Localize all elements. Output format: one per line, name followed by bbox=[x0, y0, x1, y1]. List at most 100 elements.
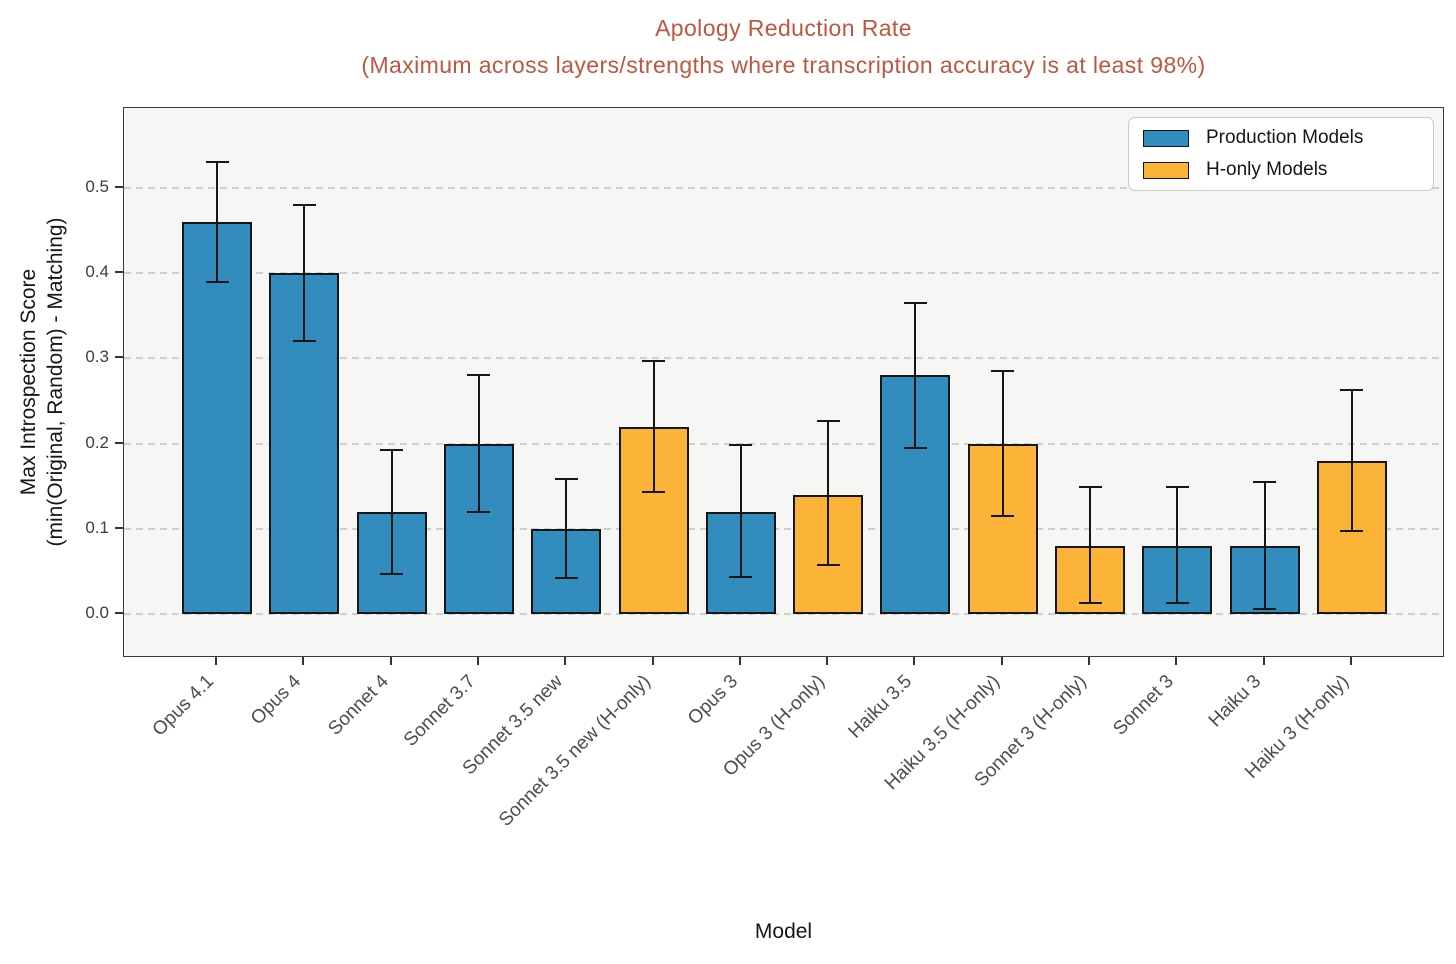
error-bar-cap-bottom bbox=[380, 572, 404, 575]
error-bar bbox=[739, 445, 742, 578]
error-bar bbox=[1089, 487, 1091, 603]
error-bar-cap-top bbox=[729, 444, 753, 447]
y-tick-label: 0.0 bbox=[85, 603, 109, 622]
legend: Production Models H-only Models bbox=[1128, 117, 1434, 191]
x-tick bbox=[215, 657, 217, 665]
x-tick bbox=[1088, 657, 1090, 665]
y-tick-0.2 bbox=[115, 441, 123, 444]
gridline-0.0 bbox=[124, 613, 1443, 615]
error-bar bbox=[1001, 371, 1004, 516]
error-bar-cap-bottom bbox=[467, 510, 491, 513]
x-tick-label: Sonnet 3.7 bbox=[399, 671, 480, 751]
error-bar-cap-bottom bbox=[205, 280, 229, 283]
x-tick-label: Haiku 3.5 bbox=[844, 671, 917, 743]
error-bar-cap-top bbox=[991, 370, 1015, 373]
y-tick-0.0 bbox=[115, 612, 123, 614]
error-bar bbox=[303, 205, 306, 342]
y-tick-0.1 bbox=[115, 526, 123, 529]
x-tick bbox=[1349, 657, 1352, 665]
error-bar bbox=[914, 303, 917, 448]
x-tick bbox=[1262, 657, 1265, 665]
y-tick-0.3 bbox=[115, 356, 123, 359]
error-bar-cap-bottom bbox=[642, 491, 665, 494]
gridline-0.4 bbox=[124, 272, 1443, 275]
error-bar bbox=[652, 360, 655, 493]
error-bar-cap-bottom bbox=[903, 446, 927, 449]
error-bar-cap-top bbox=[554, 478, 578, 481]
y-axis-label-line2: (min(Original, Random) - Matching) bbox=[44, 217, 67, 547]
x-tick bbox=[564, 657, 567, 665]
bar bbox=[618, 426, 689, 614]
chart-title-line2: (Maximum across layers/strengths where t… bbox=[361, 52, 1206, 78]
error-bar-cap-bottom bbox=[991, 515, 1015, 518]
y-tick-label: 0.2 bbox=[85, 432, 109, 452]
error-bar-cap-top bbox=[816, 420, 840, 423]
y-tick-label: 0.3 bbox=[85, 347, 109, 367]
error-bar-cap-top bbox=[1165, 486, 1189, 489]
error-bar-cap-top bbox=[292, 204, 316, 207]
x-tick bbox=[1000, 657, 1003, 665]
error-bar-cap-top bbox=[205, 161, 229, 164]
error-bar-cap-top bbox=[1078, 486, 1102, 489]
x-tick-label: Opus 4.1 bbox=[148, 671, 218, 741]
error-bar-cap-top bbox=[380, 449, 404, 452]
x-tick bbox=[913, 657, 916, 665]
y-tick-label: 0.4 bbox=[85, 262, 109, 282]
x-tick-label: Sonnet 3 bbox=[1109, 671, 1179, 740]
error-bar bbox=[477, 375, 480, 512]
error-bar bbox=[827, 421, 830, 566]
x-tick bbox=[738, 657, 741, 665]
error-bar-cap-top bbox=[903, 302, 927, 305]
gridline-0.3 bbox=[124, 357, 1443, 360]
gridline-0.5 bbox=[124, 187, 1443, 189]
y-tick-0.5 bbox=[115, 186, 123, 188]
error-bar bbox=[216, 162, 218, 282]
error-bar-cap-top bbox=[642, 359, 665, 362]
error-bar-cap-bottom bbox=[292, 340, 316, 343]
plot-area bbox=[123, 107, 1444, 657]
x-tick-label: Sonnet 3.5 new (H-only) bbox=[494, 671, 655, 831]
x-tick-label: Haiku 3 bbox=[1205, 671, 1266, 732]
error-bar-cap-bottom bbox=[554, 577, 578, 580]
y-tick-label: 0.5 bbox=[85, 177, 109, 196]
error-bar-cap-top bbox=[1340, 388, 1364, 391]
gridline-0.2 bbox=[124, 442, 1443, 445]
x-tick bbox=[1175, 657, 1178, 665]
error-bar-cap-top bbox=[1253, 480, 1277, 483]
error-bar-cap-top bbox=[467, 374, 491, 377]
error-bar bbox=[1350, 389, 1353, 532]
chart-title: Apology Reduction Rate (Maximum across l… bbox=[123, 10, 1444, 84]
x-axis-label: Model bbox=[754, 920, 813, 943]
x-tick-label: Opus 4 bbox=[246, 671, 306, 730]
x-tick bbox=[651, 657, 654, 665]
y-axis-label: Max Introspection Score (min(Original, R… bbox=[15, 32, 69, 732]
error-bar-cap-bottom bbox=[1165, 601, 1189, 604]
legend-item-production: Production Models bbox=[1143, 127, 1419, 149]
error-bar-cap-bottom bbox=[1340, 530, 1364, 533]
legend-item-h-only: H-only Models bbox=[1143, 159, 1419, 181]
error-bar bbox=[1263, 481, 1266, 609]
error-bar-cap-bottom bbox=[1078, 601, 1102, 604]
legend-label-h-only: H-only Models bbox=[1206, 159, 1328, 180]
error-bar-cap-bottom bbox=[816, 564, 840, 567]
legend-swatch-h-only bbox=[1143, 161, 1189, 179]
error-bar bbox=[390, 450, 393, 574]
x-tick bbox=[476, 657, 479, 665]
x-tick bbox=[302, 657, 305, 665]
gridline-0.1 bbox=[124, 527, 1443, 530]
error-bar-cap-bottom bbox=[729, 576, 753, 579]
y-tick-label: 0.1 bbox=[85, 517, 109, 537]
chart-title-line1: Apology Reduction Rate bbox=[655, 15, 912, 41]
x-tick bbox=[826, 657, 829, 665]
error-bar-cap-bottom bbox=[1253, 607, 1277, 610]
legend-label-production: Production Models bbox=[1206, 127, 1364, 148]
y-tick-0.4 bbox=[115, 271, 123, 274]
x-tick bbox=[389, 657, 392, 665]
bar bbox=[182, 222, 252, 614]
error-bar bbox=[1176, 487, 1179, 603]
x-tick-label: Opus 3 bbox=[683, 671, 742, 730]
y-axis-label-line1: Max Introspection Score bbox=[17, 268, 40, 496]
error-bar bbox=[565, 479, 568, 579]
legend-swatch-production bbox=[1143, 129, 1189, 147]
